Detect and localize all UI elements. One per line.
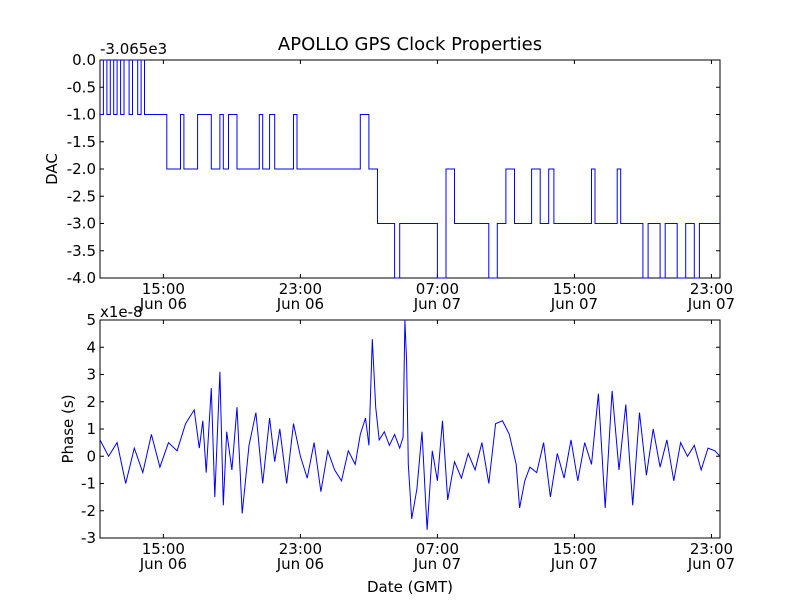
- dac-y-tick-label: -3.0: [67, 215, 96, 233]
- dac-y-tick-label: -1.5: [67, 133, 96, 151]
- phase-y-tick-label: -2: [81, 502, 96, 520]
- dac-y-axis-label: DAC: [43, 153, 61, 185]
- phase-x-tick-date: Jun 06: [276, 555, 324, 573]
- dac-x-tick-date: Jun 07: [687, 295, 735, 313]
- phase-series-line: [99, 319, 721, 530]
- dac-x-tick-date: Jun 06: [276, 295, 324, 313]
- phase-y-axis-label: Phase (s): [59, 394, 77, 463]
- phase-y-tick-label: 4: [86, 338, 96, 356]
- phase-y-tick-label: -3: [81, 529, 96, 547]
- dac-x-tick-time: 23:00: [279, 280, 322, 298]
- dac-offset-label: -3.065e3: [100, 40, 167, 58]
- dac-y-tick-label: -1.0: [67, 106, 96, 124]
- phase-x-tick-time: 23:00: [690, 540, 733, 558]
- dac-series-line: [100, 59, 720, 279]
- dac-axes-frame: [99, 59, 721, 279]
- phase-x-tick-date: Jun 07: [550, 555, 598, 573]
- dac-x-tick-date: Jun 06: [139, 295, 187, 313]
- dac-y-tick-label: -3.5: [67, 242, 96, 260]
- dac-x-tick-time: 15:00: [142, 280, 185, 298]
- phase-x-tick-date: Jun 07: [413, 555, 461, 573]
- phase-x-tick-date: Jun 06: [139, 555, 187, 573]
- phase-y-tick-label: 0: [86, 447, 96, 465]
- phase-y-ticks: 5 4 3 2 1 0 -1 -2 -3: [81, 311, 720, 547]
- phase-x-tick-time: 23:00: [279, 540, 322, 558]
- x-axis-label: Date (GMT): [367, 578, 453, 596]
- dac-y-ticks: 0.0 -0.5 -1.0 -1.5 -2.0 -2.5 -3.0 -3.5 -4.0: [67, 51, 720, 287]
- phase-x-tick-time: 07:00: [416, 540, 459, 558]
- phase-y-tick-label: 2: [86, 393, 96, 411]
- dac-y-tick-label: -4.0: [67, 269, 96, 287]
- dac-x-tick-time: 07:00: [416, 280, 459, 298]
- phase-y-tick-label: -1: [81, 475, 96, 493]
- dac-y-tick-label: -0.5: [67, 78, 96, 96]
- dac-x-tick-date: Jun 07: [550, 295, 598, 313]
- phase-offset-label: x1e-8: [100, 303, 143, 321]
- dac-x-tick-time: 15:00: [553, 280, 596, 298]
- phase-y-tick-label: 3: [86, 366, 96, 384]
- dac-panel: -3.065e3 DAC 0.0 -0.5 -1.0 -1.5 -2.0 -2.5 -3.0…: [43, 40, 735, 313]
- figure-title: APOLLO GPS Clock Properties: [278, 34, 542, 55]
- dac-y-tick-label: -2.0: [67, 160, 96, 178]
- phase-y-tick-label: 5: [86, 311, 96, 329]
- dac-y-tick-label: 0.0: [72, 51, 96, 69]
- phase-y-tick-label: 1: [86, 420, 96, 438]
- dac-x-tick-date: Jun 07: [413, 295, 461, 313]
- dac-y-tick-label: -2.5: [67, 187, 96, 205]
- phase-x-tick-date: Jun 07: [687, 555, 735, 573]
- dac-x-tick-time: 23:00: [690, 280, 733, 298]
- phase-x-tick-time: 15:00: [142, 540, 185, 558]
- phase-x-tick-time: 15:00: [553, 540, 596, 558]
